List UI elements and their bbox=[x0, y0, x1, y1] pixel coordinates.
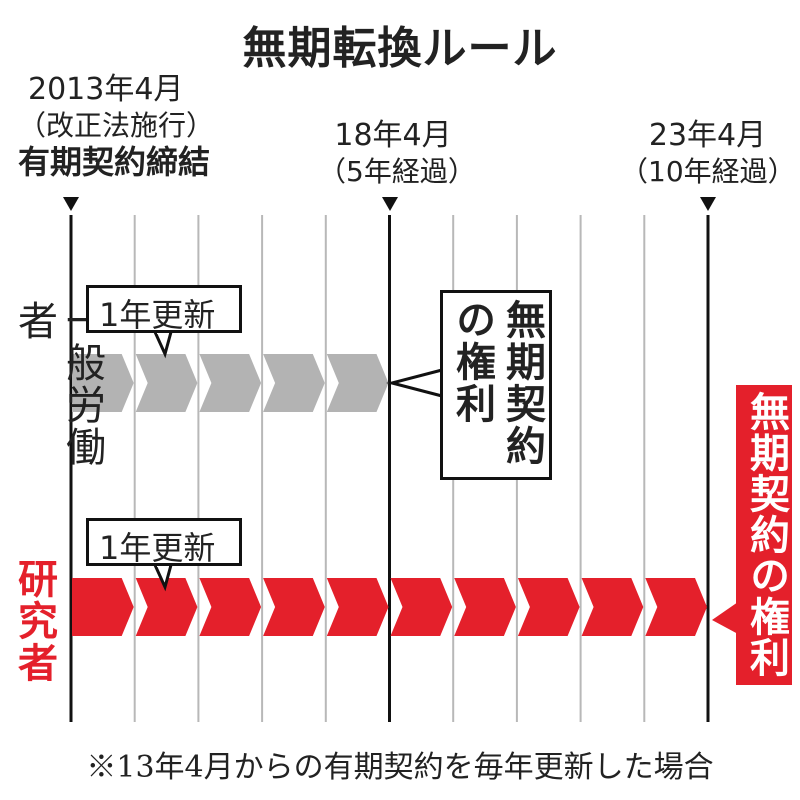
marker-triangle-2023 bbox=[700, 197, 716, 211]
marker-event: 有期契約締結 bbox=[18, 143, 211, 181]
renewal-arrow-researcher bbox=[645, 578, 707, 636]
diagram-title: 無期転換ルール bbox=[242, 23, 558, 74]
row-label-researchers: 研究者 bbox=[11, 558, 57, 684]
renewal-arrow-researcher bbox=[581, 578, 644, 636]
renewal-callout-general: 1年更新 bbox=[86, 285, 242, 334]
marker-date: 23年4月 bbox=[648, 118, 767, 153]
marker-note: （改正法施行） bbox=[18, 109, 215, 142]
renewal-arrow-researcher bbox=[135, 578, 198, 636]
renewal-arrow-researcher bbox=[72, 578, 134, 636]
renewal-arrow-general bbox=[199, 354, 262, 412]
result-box-researchers: 無期契約の権利 bbox=[736, 385, 792, 685]
marker-2013: 2013年4月 （改正法施行） 有期契約締結 bbox=[18, 72, 214, 180]
result-pointer-general bbox=[386, 368, 444, 398]
renewal-arrow-researcher bbox=[454, 578, 516, 636]
renewal-callout-researchers: 1年更新 bbox=[86, 518, 242, 567]
result-pointer-researchers bbox=[712, 602, 738, 634]
footnote: ※13年4月からの有期契約を毎年更新した場合 bbox=[86, 750, 714, 785]
marker-note: （5年経過） bbox=[318, 155, 476, 188]
renewal-arrow-general bbox=[263, 354, 325, 412]
renewal-bars bbox=[72, 354, 707, 636]
renewal-arrow-researcher bbox=[326, 578, 389, 636]
renewal-arrow-researcher bbox=[390, 578, 453, 636]
marker-note: （10年経過） bbox=[620, 155, 796, 188]
renewal-arrow-researcher bbox=[263, 578, 325, 636]
marker-date: 18年4月 bbox=[334, 118, 452, 153]
renewal-arrow-general bbox=[135, 354, 198, 412]
renewal-arrow-researcher bbox=[517, 578, 580, 636]
marker-triangle-2013 bbox=[63, 197, 79, 211]
renewal-arrow-researcher bbox=[199, 578, 262, 636]
renewal-arrow-general bbox=[326, 354, 389, 412]
renewal-arrow-general bbox=[72, 354, 134, 412]
marker-2023: 23年4月 （10年経過） bbox=[620, 118, 796, 190]
marker-date: 2013年4月 bbox=[28, 72, 184, 107]
marker-2018: 18年4月 （5年経過） bbox=[318, 118, 476, 190]
marker-triangle-2018 bbox=[382, 197, 398, 211]
result-box-general: 無期契約の権利 bbox=[440, 290, 552, 480]
